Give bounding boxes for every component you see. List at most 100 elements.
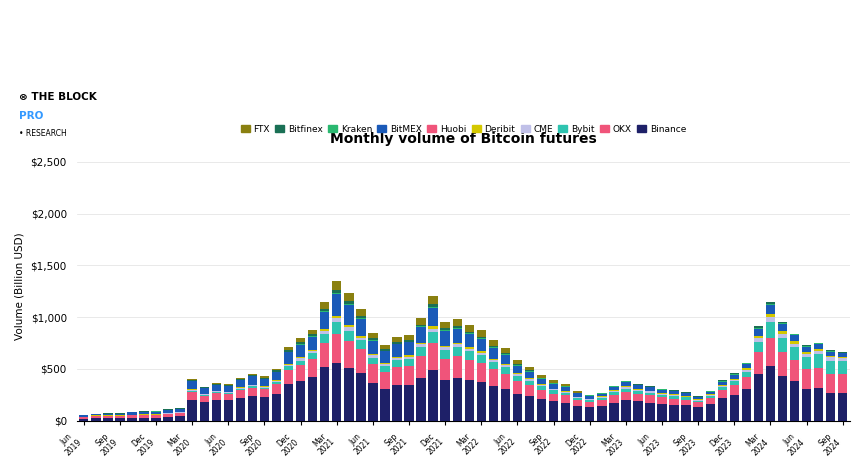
Bar (682, 397, 691, 400)
Bar (296, 345, 305, 357)
Bar (657, 394, 667, 395)
Bar (826, 351, 836, 352)
Bar (381, 388, 389, 421)
Bar (694, 399, 703, 400)
Bar (452, 328, 462, 329)
Bar (489, 362, 498, 370)
Bar (778, 338, 787, 352)
Bar (381, 364, 389, 366)
Bar (356, 309, 366, 316)
Bar (356, 373, 366, 421)
Bar (272, 369, 281, 371)
Bar (477, 353, 486, 355)
Bar (561, 392, 570, 393)
Bar (814, 351, 823, 354)
Bar (127, 418, 137, 421)
Bar (320, 334, 330, 343)
Bar (537, 399, 547, 421)
Bar (489, 346, 498, 347)
Bar (826, 355, 836, 357)
Bar (537, 379, 547, 384)
Bar (344, 330, 354, 341)
Bar (465, 332, 474, 333)
Bar (609, 391, 618, 392)
Bar (802, 352, 811, 354)
Bar (513, 374, 522, 376)
Bar (838, 357, 848, 358)
Bar (368, 340, 378, 341)
Bar (235, 398, 245, 421)
Bar (393, 342, 401, 344)
Bar (753, 327, 763, 328)
Bar (645, 396, 655, 403)
Bar (247, 386, 257, 388)
Bar (200, 395, 209, 396)
Bar (332, 293, 342, 295)
Bar (657, 397, 667, 404)
Bar (381, 351, 389, 363)
Bar (465, 347, 474, 348)
Bar (682, 400, 691, 405)
Bar (176, 408, 185, 409)
Bar (428, 296, 438, 304)
Bar (778, 322, 787, 323)
Bar (633, 391, 643, 394)
Bar (440, 346, 450, 347)
Bar (525, 367, 535, 371)
Bar (741, 370, 751, 371)
Bar (224, 385, 233, 386)
Bar (477, 363, 486, 382)
Bar (103, 414, 112, 415)
Bar (694, 401, 703, 403)
Bar (645, 387, 655, 391)
Bar (549, 402, 558, 421)
Bar (670, 394, 679, 395)
Bar (537, 384, 547, 385)
Bar (320, 367, 330, 421)
Bar (549, 380, 558, 383)
Bar (404, 342, 413, 355)
Bar (670, 390, 679, 391)
Bar (477, 338, 486, 339)
Bar (452, 347, 462, 356)
Bar (670, 398, 679, 405)
Bar (741, 364, 751, 368)
Bar (235, 379, 245, 380)
Bar (657, 395, 667, 397)
Bar (260, 378, 269, 379)
Bar (838, 374, 848, 393)
Bar (621, 381, 631, 382)
Bar (790, 341, 799, 344)
Bar (224, 392, 233, 393)
Bar (802, 347, 811, 352)
Bar (247, 385, 257, 386)
Bar (573, 391, 582, 393)
Bar (753, 342, 763, 352)
Bar (368, 355, 378, 357)
Bar (404, 335, 413, 340)
Bar (513, 394, 522, 421)
Bar (284, 364, 293, 366)
Bar (573, 400, 582, 406)
Bar (284, 370, 293, 384)
Bar (501, 354, 510, 355)
Bar (404, 357, 413, 359)
Bar (356, 316, 366, 318)
Bar (381, 363, 389, 364)
Bar (741, 377, 751, 389)
Bar (573, 397, 582, 398)
Bar (247, 396, 257, 421)
Bar (694, 403, 703, 407)
Bar (212, 383, 221, 384)
Bar (428, 343, 438, 370)
Bar (139, 415, 149, 418)
Bar (272, 381, 281, 382)
Bar (730, 381, 739, 385)
Bar (308, 330, 317, 335)
Bar (151, 412, 161, 414)
Bar (416, 326, 426, 327)
Bar (428, 327, 438, 329)
Bar (344, 327, 354, 330)
Bar (838, 352, 848, 353)
Bar (188, 390, 197, 391)
